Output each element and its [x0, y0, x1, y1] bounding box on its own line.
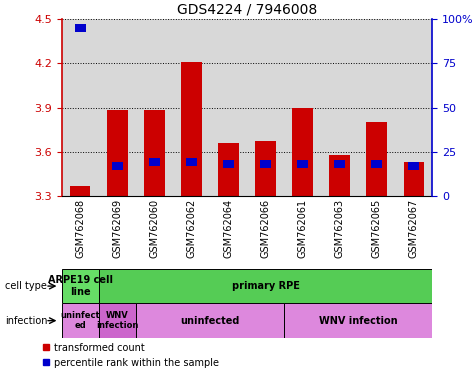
- Bar: [186, 158, 197, 166]
- Text: primary RPE: primary RPE: [232, 281, 299, 291]
- Bar: [99, 19, 136, 196]
- Text: uninfected: uninfected: [180, 316, 240, 326]
- Text: infection: infection: [5, 316, 47, 326]
- Bar: [218, 143, 238, 196]
- Bar: [136, 303, 284, 338]
- Bar: [408, 162, 419, 170]
- Bar: [358, 19, 395, 196]
- Text: cell type: cell type: [5, 281, 47, 291]
- Bar: [112, 162, 123, 170]
- Legend: transformed count, percentile rank within the sample: transformed count, percentile rank withi…: [43, 343, 218, 367]
- Text: WNV infection: WNV infection: [319, 316, 398, 326]
- Bar: [107, 111, 127, 196]
- Bar: [293, 108, 313, 196]
- Bar: [247, 19, 284, 196]
- Bar: [404, 162, 424, 196]
- Bar: [75, 24, 86, 32]
- Bar: [284, 19, 321, 196]
- Bar: [256, 141, 276, 196]
- Bar: [367, 122, 387, 196]
- Bar: [62, 269, 99, 303]
- Bar: [99, 303, 136, 338]
- Bar: [62, 19, 99, 196]
- Text: ARPE19 cell
line: ARPE19 cell line: [48, 275, 113, 297]
- Bar: [173, 19, 210, 196]
- Title: GDS4224 / 7946008: GDS4224 / 7946008: [177, 3, 317, 17]
- Text: uninfect
ed: uninfect ed: [60, 311, 100, 330]
- Bar: [284, 303, 432, 338]
- Bar: [297, 160, 308, 168]
- Bar: [70, 185, 90, 196]
- Bar: [223, 160, 234, 168]
- Text: WNV
infection: WNV infection: [96, 311, 139, 330]
- Bar: [210, 19, 247, 196]
- Bar: [260, 160, 271, 168]
- Bar: [334, 160, 345, 168]
- Bar: [62, 303, 99, 338]
- Bar: [144, 111, 164, 196]
- Bar: [321, 19, 358, 196]
- Bar: [136, 19, 173, 196]
- Bar: [149, 158, 160, 166]
- Bar: [181, 62, 201, 196]
- Bar: [371, 160, 382, 168]
- Bar: [330, 155, 350, 196]
- Bar: [395, 19, 432, 196]
